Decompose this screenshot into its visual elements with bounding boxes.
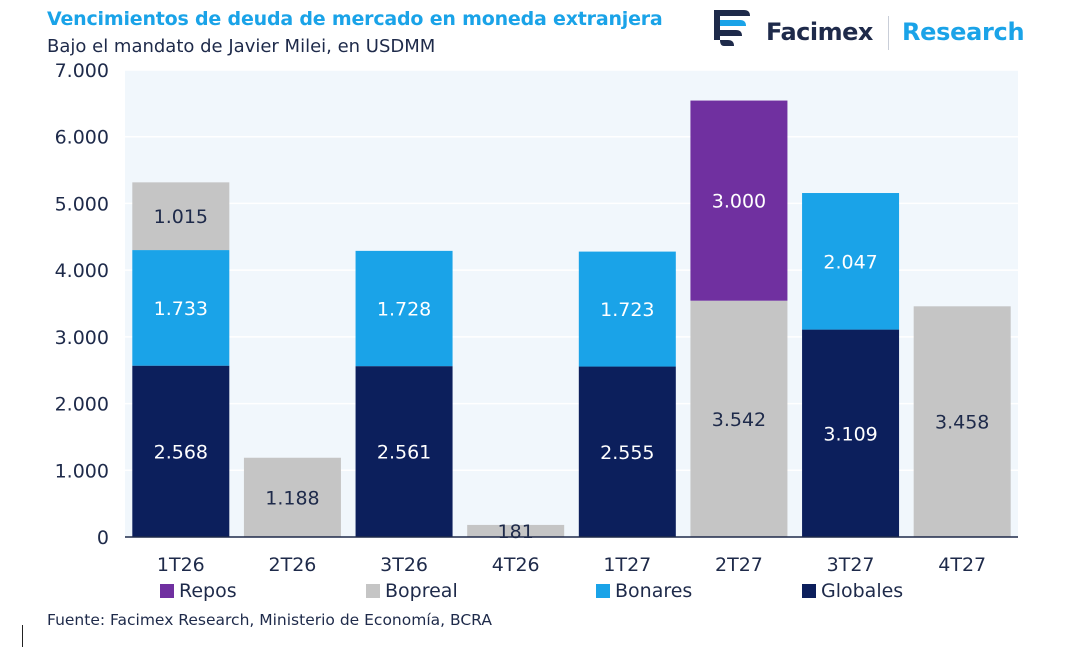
data-label: 2.047 (823, 251, 877, 273)
bar-bopreal-4t26 (467, 524, 565, 537)
bar-globales-3t26 (355, 366, 453, 537)
facimex-logo-icon (714, 10, 750, 46)
x-tick-label: 2T27 (715, 554, 763, 576)
x-tick-label: 3T27 (827, 554, 875, 576)
data-label: 2.561 (377, 442, 431, 464)
bar-bonares-1t27 (578, 251, 676, 367)
legend-label: Bopreal (385, 580, 458, 602)
legend-item-globales: Globales (802, 580, 903, 602)
data-label: 3.000 (712, 191, 766, 213)
x-tick-label: 2T26 (269, 554, 317, 576)
legend-item-repos: Repos (160, 580, 237, 602)
stacked-bar-chart: 0 1.000 2.000 3.000 4.000 5.000 6.000 7.000 2.56… (55, 60, 1018, 576)
legend-label: Bonares (615, 580, 693, 602)
y-tick-label: 4.000 (55, 260, 109, 282)
source-note: Fuente: Facimex Research, Ministerio de … (47, 611, 492, 629)
facimex-logo: Facimex Research (710, 6, 1040, 56)
bar-bopreal-2t26 (243, 457, 341, 537)
y-tick-label: 7.000 (55, 60, 109, 82)
x-tick-label: 1T26 (157, 554, 205, 576)
bar-bopreal-4t27 (913, 306, 1011, 537)
bar-globales-1t26 (132, 365, 230, 537)
bar-globales-3t27 (802, 329, 900, 537)
x-tick-label: 4T27 (938, 554, 986, 576)
legend-item-bopreal: Bopreal (366, 580, 458, 602)
data-label: 3.458 (935, 412, 989, 434)
logo-tagline: Research (902, 18, 1025, 46)
bar-globales-1t27 (578, 366, 676, 537)
x-tick-label: 3T26 (380, 554, 428, 576)
bar-bopreal-2t27 (690, 300, 788, 537)
data-label: 1.015 (154, 206, 208, 228)
data-label: 3.109 (823, 423, 877, 445)
data-label: 1.188 (265, 487, 319, 509)
legend-swatch (160, 584, 174, 598)
data-label: 2.568 (154, 441, 208, 463)
data-label: 1.733 (154, 298, 208, 320)
bar-bopreal-1t26 (132, 182, 230, 251)
legend-swatch (802, 584, 816, 598)
logo-separator (888, 16, 889, 50)
legend-label: Globales (821, 580, 904, 602)
y-tick-label: 6.000 (55, 127, 109, 149)
y-tick-label: 1.000 (55, 460, 109, 482)
legend-item-bonares: Bonares (596, 580, 692, 602)
y-tick-label: 2.000 (55, 394, 109, 416)
bar-bonares-1t26 (132, 250, 230, 366)
y-tick-label: 5.000 (55, 193, 109, 215)
chart-legend: Repos Bopreal Bonares Globales (160, 580, 960, 606)
chart-subtitle: Bajo el mandato de Javier Milei, en USDM… (47, 36, 436, 57)
legend-swatch (366, 584, 380, 598)
data-label: 2.555 (600, 442, 654, 464)
x-tick-label: 1T27 (603, 554, 651, 576)
bar-bonares-3t26 (355, 250, 453, 367)
bar-repos-2t27 (690, 100, 788, 301)
x-tick-label: 4T26 (492, 554, 540, 576)
logo-name: Facimex (766, 18, 873, 46)
text-cursor (22, 625, 23, 647)
chart-title: Vencimientos de deuda de mercado en mone… (47, 8, 663, 30)
y-tick-label: 3.000 (55, 327, 109, 349)
bar-bonares-3t27 (802, 193, 900, 330)
legend-label: Repos (179, 580, 237, 602)
legend-swatch (596, 584, 610, 598)
data-label: 181 (498, 521, 534, 543)
data-label: 3.542 (712, 409, 766, 431)
y-tick-label: 0 (97, 527, 109, 549)
data-label: 1.728 (377, 299, 431, 321)
data-label: 1.723 (600, 299, 654, 321)
